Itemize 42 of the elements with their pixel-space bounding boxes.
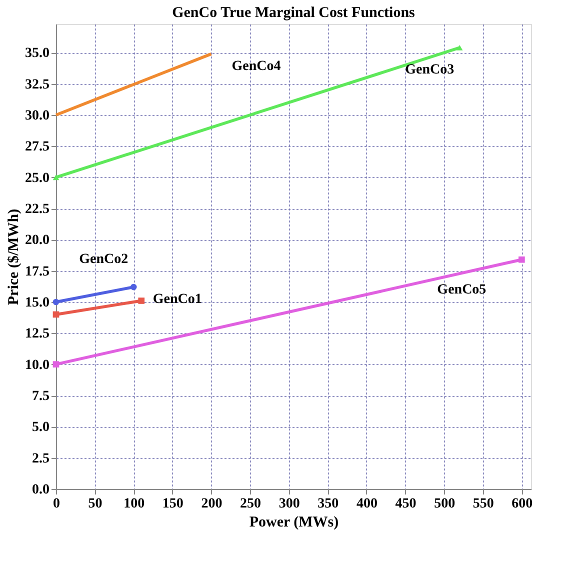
point (52, 361, 60, 368)
point (518, 256, 525, 263)
x-axis-title: Power (MWs) (249, 514, 339, 530)
x-tick-label: 350 (318, 496, 339, 512)
series-label: GenCo1 (152, 292, 202, 307)
x-tick-label: 200 (201, 496, 222, 512)
y-axis-title: Price ($/MWh) (6, 208, 22, 306)
x-tick-label: 600 (512, 496, 533, 512)
y-tick-label: 5.0 (32, 420, 50, 436)
series-label: GenCo4 (232, 58, 281, 74)
chart-title: GenCo True Marginal Cost Functions (172, 5, 416, 21)
x-tick-label: 50 (88, 496, 102, 512)
series-label: GenCo3 (405, 62, 454, 78)
y-tick-label: 15.0 (25, 296, 50, 311)
point (130, 284, 137, 290)
y-tick-label: 20.0 (25, 233, 50, 248)
y-tick-label: 12.5 (25, 326, 50, 342)
y-tick-label: 2.5 (32, 451, 50, 466)
x-tick-label: 150 (162, 496, 184, 512)
point (52, 298, 60, 306)
y-tick-label: 17.5 (25, 264, 50, 280)
y-tick-label: 27.5 (25, 140, 50, 155)
y-tick-label: 0.0 (32, 482, 50, 498)
y-tick-label: 25.0 (25, 170, 50, 186)
x-tick-label: 550 (472, 496, 494, 512)
x-tick-label: 0 (53, 496, 60, 512)
x-tick-label: 500 (434, 496, 456, 512)
y-tick-label: 35.0 (25, 46, 50, 62)
x-tick-label: 300 (278, 496, 300, 512)
y-tick-label: 32.5 (25, 77, 50, 92)
x-tick-label: 400 (356, 496, 378, 512)
series-label: GenCo5 (437, 282, 486, 298)
y-tick-label: 10.0 (25, 358, 50, 373)
y-tick-label: 7.5 (32, 389, 50, 404)
y-tick-label: 22.5 (25, 202, 50, 218)
series-label: GenCo2 (79, 252, 128, 268)
y-tick-label: 30.0 (25, 108, 50, 124)
point (138, 298, 145, 304)
x-tick-label: 450 (395, 496, 416, 512)
x-tick-label: 250 (240, 496, 262, 512)
point (52, 311, 60, 318)
x-tick-label: 100 (124, 496, 145, 512)
